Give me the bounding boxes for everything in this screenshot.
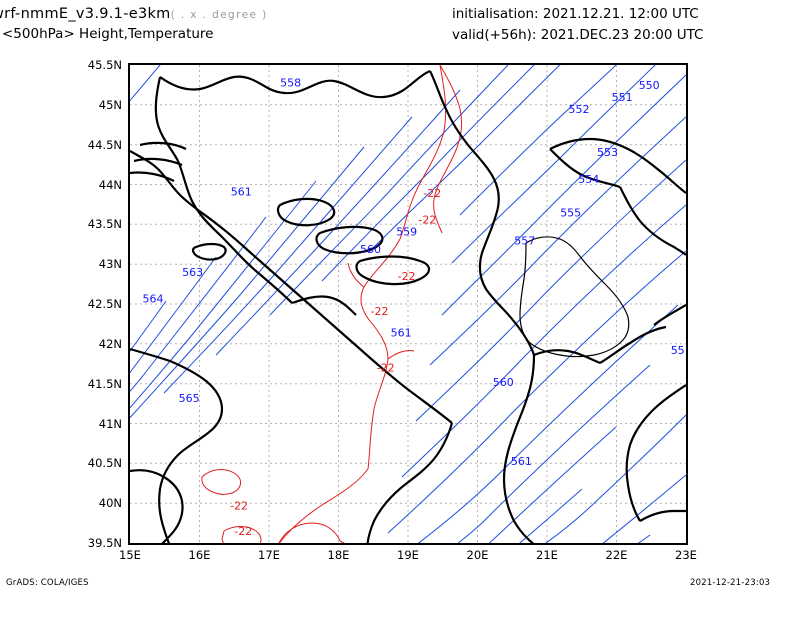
model-name: wrf-nmmE_v3.9.1-e3km <box>0 6 171 22</box>
header-right-block: initialisation: 2021.12.21. 12:00 UTC va… <box>452 6 800 43</box>
y-tick-label: 44.5N <box>87 137 122 152</box>
x-tick-label: 21E <box>536 548 558 562</box>
y-tick-label: 45N <box>98 97 122 112</box>
height-contour-label: 561 <box>231 186 252 199</box>
height-contour-label: 55 <box>671 344 685 357</box>
map-outlines <box>130 69 686 543</box>
temperature-contour-labels: -22-22-22-22-22-22-22-22 <box>230 187 441 538</box>
header-left-block: wrf-nmmE_v3.9.1-e3km( . x . degree ) <50… <box>0 6 422 42</box>
height-contour-label: 555 <box>560 206 581 219</box>
map-plot-area: 550 551 552 553 554 555 557 558 559 560 560 561 561 5… <box>128 63 688 545</box>
height-contour-label: 564 <box>143 292 164 305</box>
y-tick-label: 43N <box>98 257 122 272</box>
x-tick-label: 15E <box>119 548 141 562</box>
valid-time-label: valid(+56h): 2021.DEC.23 20:00 UTC <box>452 27 704 43</box>
height-contour-label: 561 <box>391 327 412 340</box>
temperature-contour-label: -22 <box>371 305 389 318</box>
y-tick-label: 41N <box>98 416 122 431</box>
model-title-line: wrf-nmmE_v3.9.1-e3km( . x . degree ) <box>0 6 422 22</box>
x-tick-label: 19E <box>397 548 419 562</box>
initialisation-label: initialisation: 2021.12.21. 12:00 UTC <box>452 6 699 22</box>
temperature-contour-label: -22 <box>423 187 441 200</box>
height-contour-label: 552 <box>569 103 590 116</box>
height-contour-label: 550 <box>639 79 660 92</box>
y-tick-label: 42.5N <box>87 297 122 311</box>
y-tick-label: 40N <box>98 496 122 511</box>
x-tick-label: 20E <box>466 548 489 562</box>
temperature-contour-label: -22 <box>418 214 436 227</box>
y-tick-label: 39.5N <box>87 536 122 550</box>
height-contour-label: 553 <box>597 146 618 159</box>
height-contour-label: 557 <box>514 234 535 247</box>
temperature-contour-label: -22 <box>230 500 248 513</box>
grads-credit: GrADS: COLA/IGES <box>6 578 89 588</box>
height-contour-label: 559 <box>396 226 417 239</box>
height-contours <box>130 65 686 543</box>
model-units: ( . x . degree ) <box>170 9 268 21</box>
y-tick-label: 45.5N <box>87 58 122 72</box>
x-tick-label: 17E <box>258 548 280 562</box>
x-tick-label: 18E <box>327 548 350 562</box>
x-tick-label: 22E <box>605 548 628 562</box>
temperature-contour-label: -22 <box>377 362 395 375</box>
height-contour-labels: 550 551 552 553 554 555 557 558 559 560 560 561 561 5… <box>143 77 685 468</box>
height-contour-label: 561 <box>511 455 532 468</box>
height-contour-label: 558 <box>280 77 301 90</box>
height-contour-label: 563 <box>182 266 203 279</box>
level-fields-label: <500hPa> Height,Temperature <box>2 26 214 42</box>
y-tick-label: 41.5N <box>87 376 122 391</box>
x-tick-label: 16E <box>188 548 211 562</box>
x-tick-label: 23E <box>675 548 697 562</box>
map-contour-canvas: 550 551 552 553 554 555 557 558 559 560 560 561 561 5… <box>130 65 686 543</box>
height-contour-label: 560 <box>360 243 381 256</box>
temperature-contour-label: -22 <box>234 525 252 538</box>
y-tick-label: 42N <box>98 336 122 351</box>
height-contour-label: 551 <box>612 91 633 104</box>
y-tick-label: 43.5N <box>87 217 122 232</box>
render-timestamp: 2021-12-21-23:03 <box>690 578 771 588</box>
height-contour-label: 565 <box>179 392 200 405</box>
temperature-contours <box>201 65 463 543</box>
chart-header: wrf-nmmE_v3.9.1-e3km( . x . degree ) <50… <box>0 0 800 52</box>
y-tick-label: 40.5N <box>87 456 122 471</box>
height-contour-label: 560 <box>493 376 514 389</box>
height-contour-label: 554 <box>578 173 599 186</box>
y-tick-label: 44N <box>98 177 122 192</box>
temperature-contour-label: -22 <box>398 270 416 283</box>
